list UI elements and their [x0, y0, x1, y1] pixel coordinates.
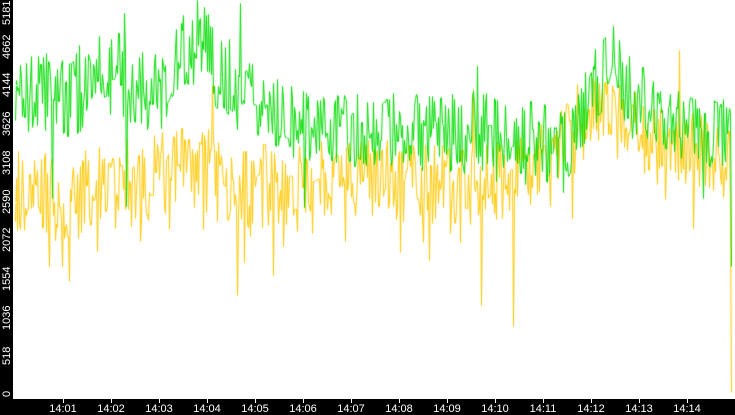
y-tick: [13, 124, 17, 125]
x-tick: [159, 399, 160, 403]
traffic-plot-canvas: [14, 0, 735, 399]
x-tick: [207, 399, 208, 403]
y-tick-label: 518: [1, 346, 13, 365]
x-axis-bar: [0, 399, 735, 415]
x-tick-label: 14:06: [289, 403, 317, 415]
x-tick: [687, 399, 688, 403]
x-tick-label: 14:03: [145, 403, 173, 415]
y-tick-label: 1554: [1, 266, 13, 291]
y-tick: [13, 202, 17, 203]
y-tick: [13, 356, 17, 357]
y-tick: [13, 279, 17, 280]
y-tick-label: 1036: [1, 305, 13, 330]
x-tick-label: 14:04: [193, 403, 221, 415]
y-tick-label: 3626: [1, 111, 13, 136]
x-tick: [639, 399, 640, 403]
y-tick-label: 4662: [1, 34, 13, 59]
x-tick: [495, 399, 496, 403]
x-tick-label: 14:09: [433, 403, 461, 415]
x-tick: [303, 399, 304, 403]
y-tick: [13, 47, 17, 48]
x-tick-label: 14:13: [625, 403, 653, 415]
x-tick-label: 14:05: [241, 403, 269, 415]
y-tick-label: 3108: [1, 150, 13, 175]
y-tick: [13, 85, 17, 86]
y-tick-label: 0: [1, 390, 13, 397]
x-tick-label: 14:01: [49, 403, 77, 415]
y-tick: [13, 318, 17, 319]
x-tick: [591, 399, 592, 403]
x-tick-label: 14:14: [673, 403, 701, 415]
y-tick: [13, 395, 17, 396]
x-tick-label: 14:02: [97, 403, 125, 415]
y-axis-bar: [0, 0, 13, 415]
x-tick: [543, 399, 544, 403]
x-tick-label: 14:11: [529, 403, 557, 415]
y-tick-label: 4144: [1, 72, 13, 97]
x-tick-label: 14:10: [481, 403, 509, 415]
x-tick-label: 14:12: [577, 403, 605, 415]
x-tick: [63, 399, 64, 403]
y-tick-label: 5181: [1, 0, 13, 25]
x-tick: [111, 399, 112, 403]
y-tick-label: 2590: [1, 189, 13, 214]
x-tick: [447, 399, 448, 403]
x-tick: [399, 399, 400, 403]
x-tick: [255, 399, 256, 403]
x-tick-label: 14:08: [385, 403, 413, 415]
y-tick: [13, 163, 17, 164]
y-tick: [13, 240, 17, 241]
x-tick-label: 14:07: [337, 403, 365, 415]
x-tick: [351, 399, 352, 403]
y-tick-label: 2072: [1, 227, 13, 252]
y-tick: [13, 8, 17, 9]
